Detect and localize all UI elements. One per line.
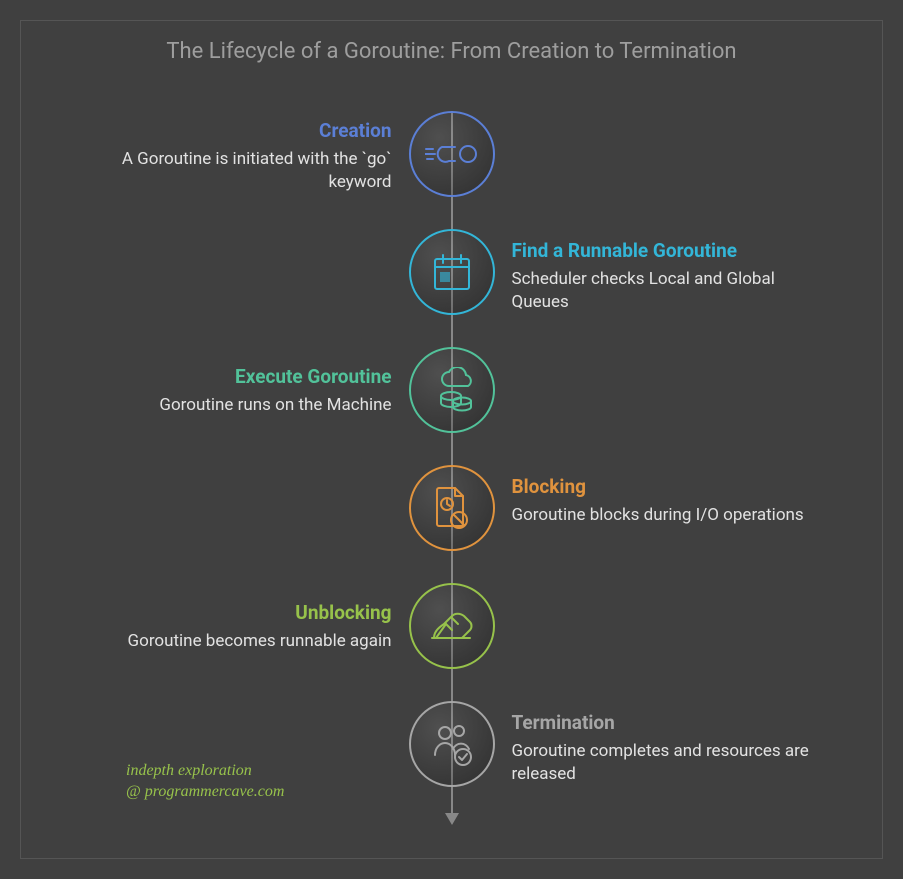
label-creation: Creation A Goroutine is initiated with t…	[72, 119, 392, 194]
users-check-icon	[427, 721, 477, 767]
label-termination: Termination Goroutine completes and reso…	[512, 711, 832, 786]
node-find-runnable	[409, 229, 495, 315]
heading-termination: Termination	[512, 711, 832, 734]
footer-line2: @ programmercave.com	[126, 783, 284, 800]
node-creation	[409, 111, 495, 197]
desc-execute: Goroutine runs on the Machine	[72, 394, 392, 417]
footer-note: indepth exploration @ programmercave.com	[126, 760, 284, 803]
label-unblocking: Unblocking Goroutine becomes runnable ag…	[72, 601, 392, 653]
heading-find-runnable: Find a Runnable Goroutine	[512, 239, 832, 262]
desc-find-runnable: Scheduler checks Local and Global Queues	[512, 268, 832, 314]
go-logo-icon	[425, 139, 479, 169]
heading-blocking: Blocking	[512, 475, 832, 498]
node-termination	[409, 701, 495, 787]
footer-line1: indepth exploration	[126, 762, 252, 779]
heading-execute: Execute Goroutine	[72, 365, 392, 388]
cloud-stack-icon	[427, 367, 477, 413]
file-clock-ban-icon	[429, 484, 475, 532]
node-blocking	[409, 465, 495, 551]
node-unblocking	[409, 583, 495, 669]
desc-blocking: Goroutine blocks during I/O operations	[512, 504, 832, 527]
label-blocking: Blocking Goroutine blocks during I/O ope…	[512, 475, 832, 527]
calendar-icon	[429, 249, 475, 295]
label-find-runnable: Find a Runnable Goroutine Scheduler chec…	[512, 239, 832, 314]
desc-termination: Goroutine completes and resources are re…	[512, 740, 832, 786]
desc-unblocking: Goroutine becomes runnable again	[72, 630, 392, 653]
heading-unblocking: Unblocking	[72, 601, 392, 624]
running-shoe-icon	[426, 604, 478, 648]
page-title: The Lifecycle of a Goroutine: From Creat…	[21, 39, 882, 64]
node-execute	[409, 347, 495, 433]
label-execute: Execute Goroutine Goroutine runs on the …	[72, 365, 392, 417]
infographic-canvas: The Lifecycle of a Goroutine: From Creat…	[20, 20, 883, 859]
heading-creation: Creation	[72, 119, 392, 142]
timeline-arrowhead	[445, 813, 459, 825]
desc-creation: A Goroutine is initiated with the `go` k…	[72, 148, 392, 194]
